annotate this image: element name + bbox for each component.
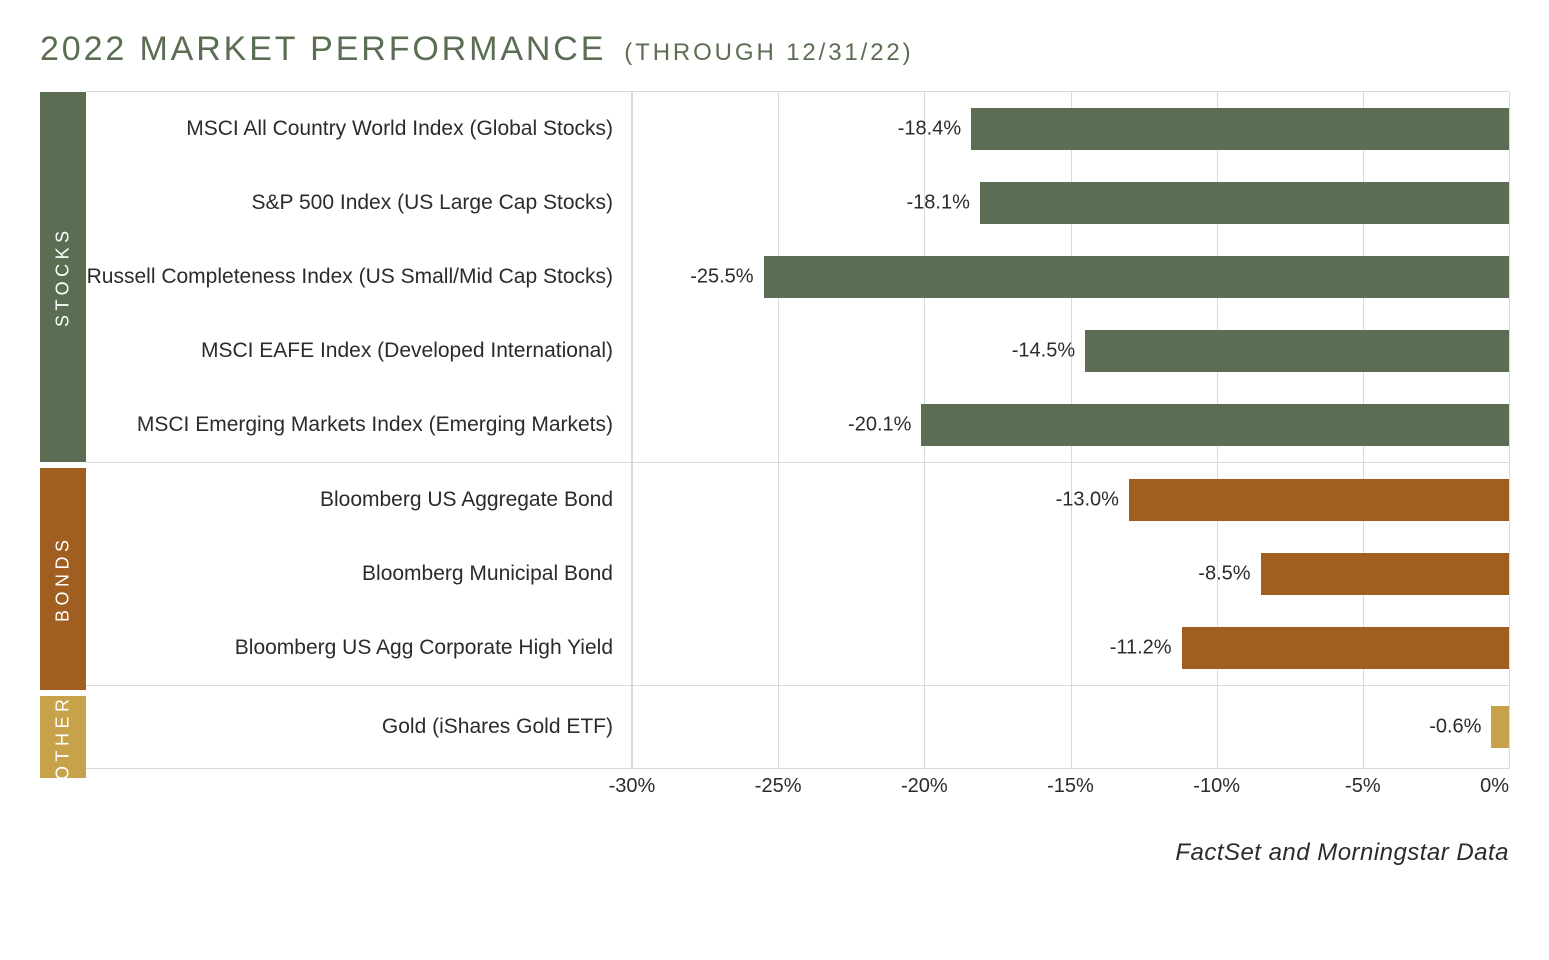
chart-row: Russell Completeness Index (US Small/Mid… — [86, 240, 1509, 314]
x-tick: -5% — [1345, 775, 1381, 798]
plot-inner: MSCI All Country World Index (Global Sto… — [86, 91, 1509, 769]
chart-title-row: 2022 MARKET PERFORMANCE (THROUGH 12/31/2… — [40, 30, 1509, 69]
bar-value-label: -25.5% — [690, 266, 753, 289]
axis-spacer — [86, 769, 632, 819]
bar-cell: -13.0% — [632, 463, 1509, 537]
chart-row: Bloomberg Municipal Bond -8.5% — [86, 537, 1509, 611]
x-tick: -20% — [901, 775, 948, 798]
row-label: Bloomberg Municipal Bond — [86, 537, 632, 611]
chart-row: Bloomberg US Agg Corporate High Yield -11… — [86, 611, 1509, 685]
chart-row: S&P 500 Index (US Large Cap Stocks) -18.1… — [86, 166, 1509, 240]
row-label: MSCI EAFE Index (Developed International… — [86, 314, 632, 388]
bar — [1129, 479, 1509, 521]
bar-value-label: -13.0% — [1056, 489, 1119, 512]
x-axis: -30% -25% -20% -15% -10% -5% 0% — [86, 769, 1509, 819]
bar-value-label: -14.5% — [1012, 340, 1075, 363]
row-label: MSCI All Country World Index (Global Sto… — [86, 92, 632, 166]
category-label-other: OTHER — [40, 696, 86, 778]
section-other: Gold (iShares Gold ETF) -0.6% — [86, 686, 1509, 769]
bar — [971, 108, 1509, 150]
category-rail: STOCKS BONDS OTHER — [40, 91, 86, 819]
category-label-stocks: STOCKS — [40, 92, 86, 462]
chart-row: MSCI All Country World Index (Global Sto… — [86, 92, 1509, 166]
bar-cell: -18.4% — [632, 92, 1509, 166]
bar — [1085, 330, 1509, 372]
chart-row: Bloomberg US Aggregate Bond -13.0% — [86, 463, 1509, 537]
bar-value-label: -8.5% — [1198, 563, 1250, 586]
chart-row: MSCI Emerging Markets Index (Emerging Ma… — [86, 388, 1509, 462]
x-tick: -30% — [609, 775, 656, 798]
section-stocks: MSCI All Country World Index (Global Sto… — [86, 92, 1509, 463]
row-label: Bloomberg US Agg Corporate High Yield — [86, 611, 632, 685]
row-label: S&P 500 Index (US Large Cap Stocks) — [86, 166, 632, 240]
x-tick: -15% — [1047, 775, 1094, 798]
row-label: Bloomberg US Aggregate Bond — [86, 463, 632, 537]
row-label: Russell Completeness Index (US Small/Mid… — [86, 240, 632, 314]
category-label-bonds: BONDS — [40, 468, 86, 690]
x-tick: 0% — [1480, 775, 1509, 798]
bar-value-label: -11.2% — [1110, 637, 1172, 660]
chart-title: 2022 MARKET PERFORMANCE — [40, 30, 606, 69]
bar-cell: -20.1% — [632, 388, 1509, 462]
bar — [1182, 627, 1509, 669]
chart-row: Gold (iShares Gold ETF) -0.6% — [86, 686, 1509, 768]
bar-value-label: -18.4% — [898, 118, 961, 141]
bar-value-label: -20.1% — [848, 414, 911, 437]
bar-cell: -18.1% — [632, 166, 1509, 240]
row-label: Gold (iShares Gold ETF) — [86, 686, 632, 768]
grid-line — [1509, 92, 1510, 769]
bar — [1261, 553, 1509, 595]
bar — [921, 404, 1509, 446]
bar-cell: -8.5% — [632, 537, 1509, 611]
chart-subtitle: (THROUGH 12/31/22) — [624, 39, 913, 67]
section-bonds: Bloomberg US Aggregate Bond-13.0%Bloombe… — [86, 463, 1509, 686]
bar — [980, 182, 1509, 224]
axis-area: -30%-25%-20%-15%-10%-5%0% — [632, 769, 1509, 819]
row-label: MSCI Emerging Markets Index (Emerging Ma… — [86, 388, 632, 462]
bar — [1491, 706, 1509, 748]
chart: STOCKS BONDS OTHER MSCI All Country World … — [40, 91, 1509, 819]
bar-cell: -11.2% — [632, 611, 1509, 685]
chart-row: MSCI EAFE Index (Developed International… — [86, 314, 1509, 388]
bar-cell: -14.5% — [632, 314, 1509, 388]
x-tick: -10% — [1193, 775, 1240, 798]
plot-area: MSCI All Country World Index (Global Sto… — [86, 91, 1509, 819]
bar-cell: -0.6% — [632, 686, 1509, 768]
bar-value-label: -0.6% — [1429, 716, 1481, 739]
bar-value-label: -18.1% — [907, 192, 970, 215]
source-attribution: FactSet and Morningstar Data — [40, 839, 1509, 867]
bar — [764, 256, 1509, 298]
x-tick: -25% — [755, 775, 802, 798]
bar-cell: -25.5% — [632, 240, 1509, 314]
